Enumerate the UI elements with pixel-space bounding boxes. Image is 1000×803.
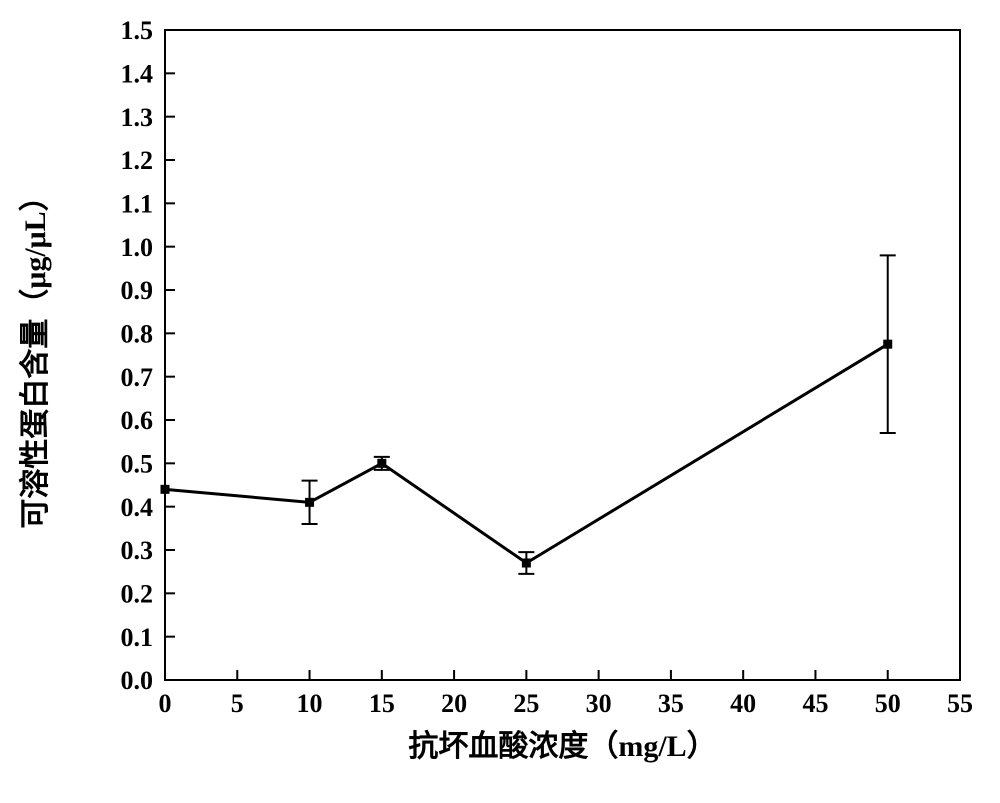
y-tick-label: 1.0 [121,233,154,262]
x-tick-label: 45 [802,689,828,718]
data-marker [378,459,386,467]
x-tick-label: 25 [513,689,539,718]
x-tick-label: 30 [586,689,612,718]
y-tick-label: 1.2 [121,146,154,175]
line-chart: 0 5 10 15 20 25 30 35 40 45 50 55 0.0 0.1 0.2 0.3 0.4 0.5… [0,0,1000,803]
data-marker [306,498,314,506]
y-tick-label: 0.6 [121,406,154,435]
x-tick-label: 50 [875,689,901,718]
x-tick-label: 40 [730,689,756,718]
x-tick-label: 15 [369,689,395,718]
y-tick-label: 0.9 [121,276,154,305]
x-axis-title: 抗坏血酸浓度（mg/L） [408,729,716,763]
y-tick-label: 1.4 [121,59,154,88]
y-tick-label: 0.2 [121,579,154,608]
y-tick-label: 0.5 [121,449,154,478]
y-tick-label: 0.8 [121,319,154,348]
y-tick-label: 0.0 [121,666,154,695]
chart-svg: 0 5 10 15 20 25 30 35 40 45 50 55 0.0 0.1 0.2 0.3 0.4 0.5… [0,0,1000,803]
data-marker [522,559,530,567]
y-tick-label: 0.1 [121,623,154,652]
y-tick-label: 0.7 [121,363,154,392]
data-marker [161,485,169,493]
x-tick-label: 0 [159,689,172,718]
data-marker [884,340,892,348]
y-axis-title: 可溶性蛋白含量（μg/μL） [18,181,52,528]
y-tick-label: 1.1 [121,189,154,218]
x-tick-label: 5 [231,689,244,718]
x-tick-label: 35 [658,689,684,718]
y-tick-label: 0.4 [121,493,154,522]
x-tick-label: 10 [297,689,323,718]
x-tick-label: 55 [947,689,973,718]
y-tick-label: 1.3 [121,103,154,132]
y-tick-label: 0.3 [121,536,154,565]
y-tick-label: 1.5 [121,16,154,45]
x-tick-label: 20 [441,689,467,718]
